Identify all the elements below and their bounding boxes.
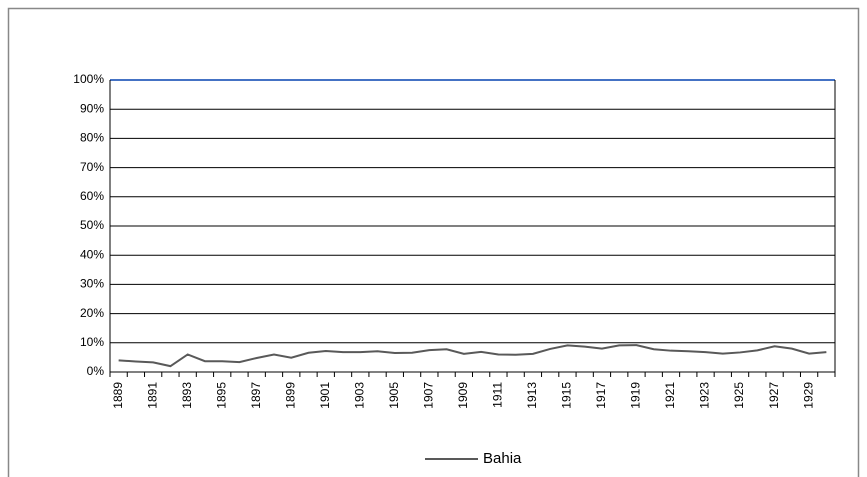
x-tick-label: 1921	[663, 382, 677, 409]
x-tick-label: 1899	[283, 382, 297, 409]
x-tick-label: 1925	[732, 382, 746, 409]
x-tick-label: 1903	[352, 382, 366, 409]
y-tick-label: 20%	[80, 306, 104, 320]
x-tick-label: 1891	[145, 382, 159, 409]
y-tick-label: 100%	[73, 72, 104, 86]
x-tick-label: 1893	[180, 382, 194, 409]
x-tick-label: 1927	[767, 382, 781, 409]
data-line	[118, 344, 827, 368]
legend-label: Bahia	[483, 450, 522, 467]
x-tick-label: 1895	[214, 382, 228, 409]
x-tick-label: 1913	[525, 382, 539, 409]
y-tick-label: 60%	[80, 189, 104, 203]
y-tick-label: 40%	[80, 247, 104, 261]
y-tick-label: 10%	[80, 335, 104, 349]
x-tick-label: 1919	[629, 382, 643, 409]
y-tick-label: 70%	[80, 160, 104, 174]
x-tick-label: 1909	[456, 382, 470, 409]
x-tick-label: 1907	[422, 382, 436, 409]
x-tick-label: 1917	[594, 382, 608, 409]
y-tick-label: 50%	[80, 218, 104, 232]
x-tick-label: 1911	[491, 382, 505, 408]
x-tick-label: 1889	[111, 382, 125, 409]
chart-frame	[7, 7, 860, 477]
x-tick-label: 1929	[801, 382, 815, 409]
x-tick-label: 1897	[249, 382, 263, 409]
y-tick-label: 80%	[80, 131, 104, 145]
x-tick-label: 1915	[560, 382, 574, 409]
x-tick-label: 1923	[698, 382, 712, 409]
y-tick-label: 30%	[80, 277, 104, 291]
x-tick-label: 1901	[318, 382, 332, 409]
x-tick-label: 1905	[387, 382, 401, 409]
y-tick-label: 0%	[87, 364, 105, 378]
y-tick-label: 90%	[80, 101, 104, 115]
